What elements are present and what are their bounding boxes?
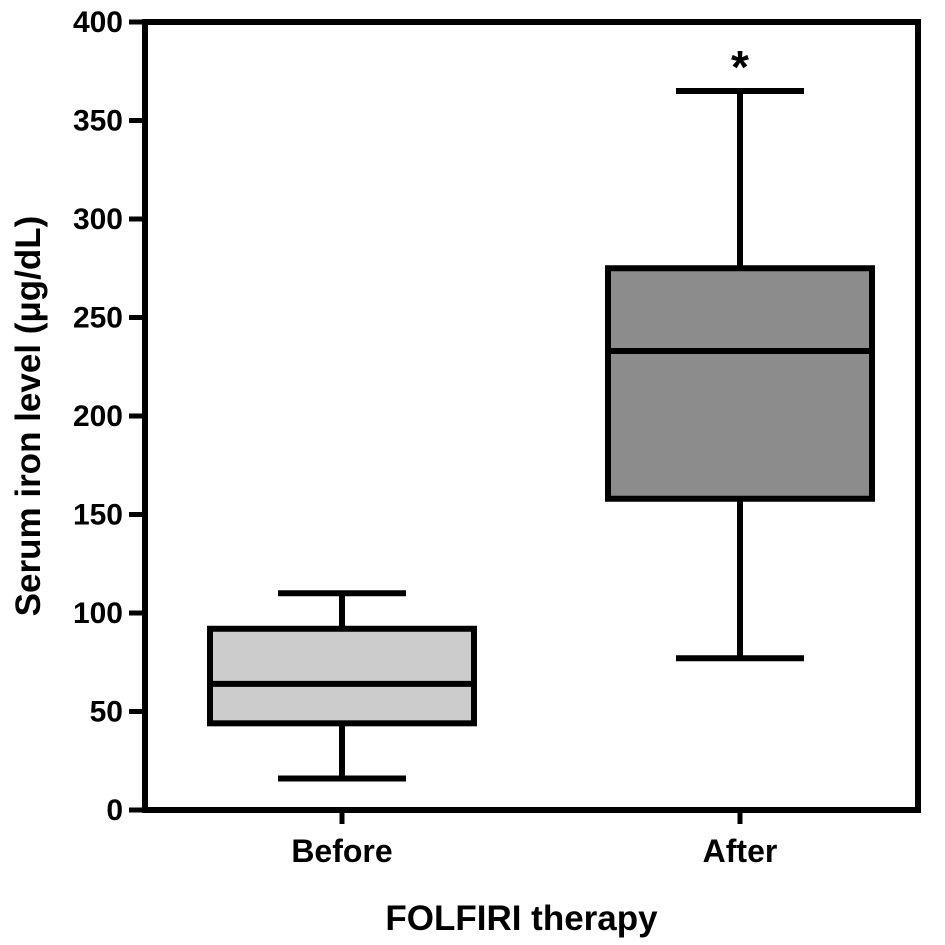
y-tick-label: 400 [73,6,123,39]
y-tick-label: 0 [106,794,123,827]
y-tick-label: 50 [90,696,123,729]
y-tick-label: 300 [73,203,123,236]
y-tick-label: 200 [73,400,123,433]
box-series [207,87,875,782]
significance-marker: * [731,41,749,93]
interquartile-box [207,625,477,727]
x-axis-title: FOLFIRI therapy [385,899,658,938]
y-tick-label: 350 [73,105,123,138]
y-axis: 0 50 100 150 200 250 300 350 400 [73,6,145,827]
y-axis-title: Serum iron level (μg/dL) [9,216,48,617]
interquartile-box [605,265,875,502]
x-axis: Before After [291,810,777,869]
y-tick-label: 250 [73,302,123,335]
y-tick-label: 100 [73,597,123,630]
x-tick-label: After [703,833,778,869]
box-before [207,590,477,782]
x-tick-label: Before [291,833,392,869]
box-after [605,87,875,662]
y-tick-label: 150 [73,499,123,532]
